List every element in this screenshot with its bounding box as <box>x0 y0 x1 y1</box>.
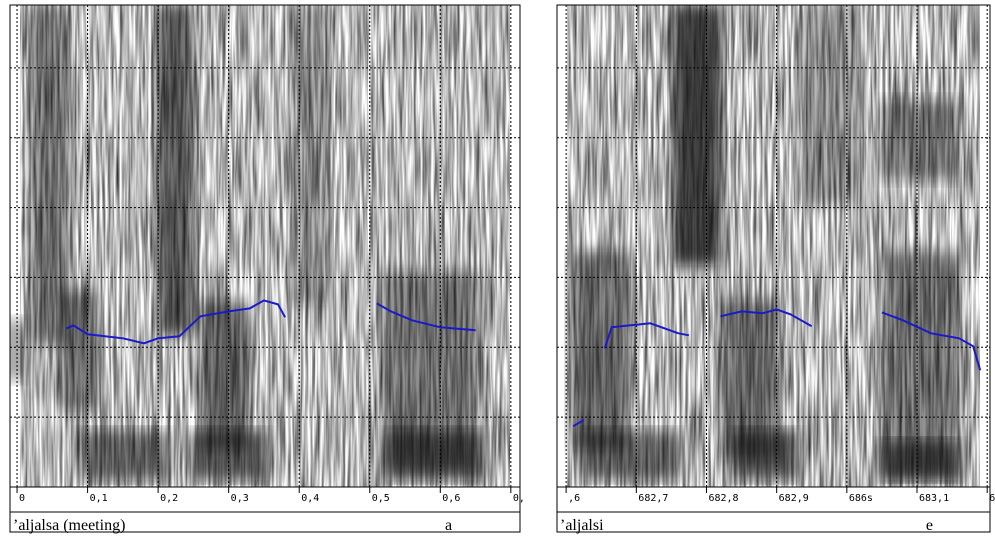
spectrogram-energy <box>880 440 960 480</box>
spectrogram-energy <box>672 5 722 265</box>
pitch-contour <box>66 299 476 345</box>
x-tick-label: ,6 <box>568 493 580 504</box>
x-tick-label: 683,1 <box>919 493 949 504</box>
spectrogram-energy <box>385 430 485 480</box>
caption: ’aljalsi <box>560 517 604 534</box>
spectrogram-energy <box>155 5 195 335</box>
x-tick-label: 682,8 <box>708 493 738 504</box>
spectrogram <box>567 5 980 487</box>
panel-frame <box>556 4 991 533</box>
x-tick-label: 0,4 <box>301 493 319 504</box>
x-tick-label: 0,1 <box>90 493 108 504</box>
x-tick-label: 683,2 <box>989 493 995 504</box>
pitch-contour <box>572 308 982 428</box>
spectrogram-energy <box>570 250 630 450</box>
spectrogram-energy <box>290 5 330 305</box>
x-tick-label: 0, <box>513 493 525 504</box>
caption-tag: e <box>926 517 933 534</box>
spectrogram-energy <box>200 300 250 450</box>
x-tick-label: 0,5 <box>372 493 390 504</box>
spectrogram-energy <box>800 5 860 205</box>
caption-tag: a <box>445 517 452 534</box>
spectrogram-energy <box>80 430 170 480</box>
x-tick-label: 0,3 <box>231 493 249 504</box>
spectrogram-energy <box>880 100 960 180</box>
x-tick-label: 0,2 <box>160 493 178 504</box>
spectrogram <box>10 5 510 487</box>
spectrogram-energy <box>60 290 100 410</box>
x-tick-label: 682,9 <box>779 493 809 504</box>
panel: 0 0,1 0,2 0,3 0,4 0,5 0,6 0, ’aljalsa (meeting) a <box>9 4 525 534</box>
x-tick-label: 682,7 <box>638 493 668 504</box>
spectrogram-energy <box>190 430 270 480</box>
x-tick-label: 0 <box>19 493 25 504</box>
x-tick-label: 0,6 <box>442 493 460 504</box>
spectrogram-energy <box>10 320 30 380</box>
panel: ,6 682,7 682,8 682,9 686s 683,1 683,2 ’aljalsi e <box>556 4 995 534</box>
x-tick-label: 686s <box>849 493 873 504</box>
spectrogram-energy <box>580 430 680 480</box>
caption: ’aljalsa (meeting) <box>13 517 125 534</box>
spectrogram-energy <box>730 430 800 480</box>
panel-frame <box>9 4 521 533</box>
spectrogram-energy <box>30 5 70 345</box>
